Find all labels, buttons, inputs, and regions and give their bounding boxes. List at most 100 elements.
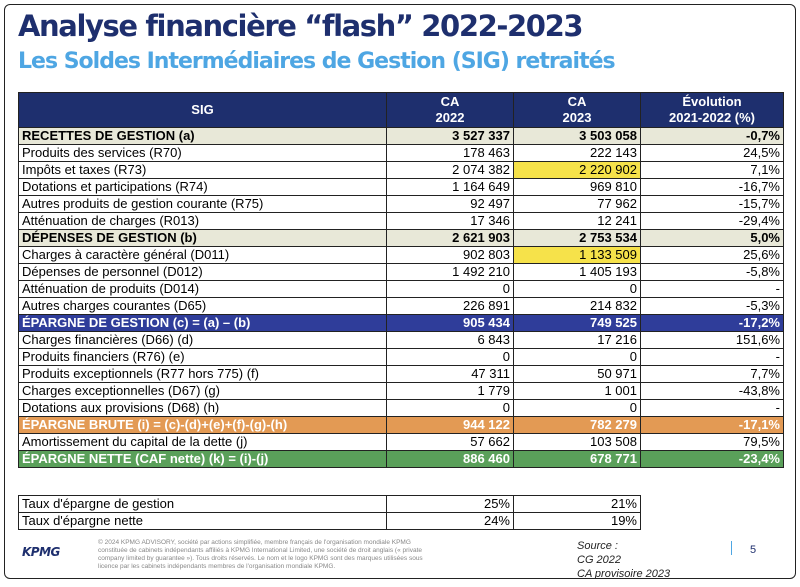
- row-label: Atténuation de produits (D014): [18, 280, 387, 298]
- value-evolution: -17,2%: [640, 314, 784, 332]
- value-evolution: -0,7%: [640, 127, 784, 145]
- slide: Analyse financière “flash” 2022-2023 Les…: [4, 4, 796, 579]
- value-evolution: -43,8%: [640, 382, 784, 400]
- row-label: ÉPARGNE DE GESTION (c) = (a) – (b): [18, 314, 387, 332]
- rate-value-2022: 25%: [386, 495, 514, 513]
- value-ca-2023: 1 001: [513, 382, 641, 400]
- value-ca-2022: 2 621 903: [386, 229, 514, 247]
- rate-value-2023: 19%: [513, 512, 641, 530]
- table-header-row: SIG CA 2022 CA 2023 Évolution 2021-2022 (%): [18, 92, 784, 128]
- value-ca-2022: 92 497: [386, 195, 514, 213]
- value-ca-2023: 1 133 509: [513, 246, 641, 264]
- value-evolution: -5,3%: [640, 297, 784, 315]
- value-ca-2023: 969 810: [513, 178, 641, 196]
- source-label: Source :: [577, 540, 618, 552]
- header-sig: SIG: [18, 92, 387, 128]
- table-row: Charges financières (D66) (d) 6 843 17 216…: [18, 331, 784, 349]
- table-row: DÉPENSES DE GESTION (b) 2 621 903 2 753 53…: [18, 229, 784, 247]
- rate-label: Taux d'épargne nette: [18, 512, 387, 530]
- table-row: Impôts et taxes (R73) 2 074 382 2 220 902 7…: [18, 161, 784, 179]
- row-label: Produits financiers (R76) (e): [18, 348, 387, 366]
- value-evolution: 151,6%: [640, 331, 784, 349]
- value-ca-2023: 782 279: [513, 416, 641, 434]
- row-label: Charges financières (D66) (d): [18, 331, 387, 349]
- table-row: Atténuation de produits (D014) 0 0-: [18, 280, 784, 298]
- value-evolution: 25,6%: [640, 246, 784, 264]
- rates-table: Taux d'épargne de gestion 25% 21% Taux d…: [18, 495, 784, 530]
- value-ca-2022: 57 662: [386, 433, 514, 451]
- row-label: Atténuation de charges (R013): [18, 212, 387, 230]
- row-label: Charges exceptionnelles (D67) (g): [18, 382, 387, 400]
- value-ca-2023: 1 405 193: [513, 263, 641, 281]
- table-row: Dotations et participations (R74) 1 164 6…: [18, 178, 784, 196]
- value-evolution: 7,1%: [640, 161, 784, 179]
- table-row: Produits exceptionnels (R77 hors 775) (f…: [18, 365, 784, 383]
- value-ca-2023: 749 525: [513, 314, 641, 332]
- value-evolution: -5,8%: [640, 263, 784, 281]
- value-ca-2022: 1 164 649: [386, 178, 514, 196]
- value-ca-2023: 103 508: [513, 433, 641, 451]
- source-note: Source : CG 2022 CA provisoire 2023: [577, 539, 671, 579]
- value-evolution: -17,1%: [640, 416, 784, 434]
- rate-value-2023: 21%: [513, 495, 641, 513]
- value-ca-2022: 0: [386, 348, 514, 366]
- table-row: Dotations aux provisions (D68) (h) 0 0-: [18, 399, 784, 417]
- value-ca-2022: 17 346: [386, 212, 514, 230]
- row-label: ÉPARGNE NETTE (CAF nette) (k) = (i)-(j): [18, 450, 387, 468]
- header-evolution: Évolution 2021-2022 (%): [640, 92, 784, 128]
- table-row: Dépenses de personnel (D012) 1 492 210 1 4…: [18, 263, 784, 281]
- kpmg-logo: KPMG: [22, 545, 60, 559]
- value-ca-2022: 886 460: [386, 450, 514, 468]
- value-evolution: -29,4%: [640, 212, 784, 230]
- row-label: Dotations aux provisions (D68) (h): [18, 399, 387, 417]
- source-line: CA provisoire 2023: [577, 568, 671, 579]
- value-ca-2023: 2 753 534: [513, 229, 641, 247]
- value-evolution: -: [640, 280, 784, 298]
- table-row: Amortissement du capital de la dette (j)…: [18, 433, 784, 451]
- table-row: Charges à caractère général (D011) 902 80…: [18, 246, 784, 264]
- page-title: Analyse financière “flash” 2022-2023: [18, 9, 584, 43]
- value-evolution: 5,0%: [640, 229, 784, 247]
- value-ca-2023: 77 962: [513, 195, 641, 213]
- value-ca-2023: 222 143: [513, 144, 641, 162]
- row-label: Dotations et participations (R74): [18, 178, 387, 196]
- table-row: Autres charges courantes (D65) 226 891 214…: [18, 297, 784, 315]
- value-ca-2023: 50 971: [513, 365, 641, 383]
- value-evolution: -: [640, 399, 784, 417]
- row-label: RECETTES DE GESTION (a): [18, 127, 387, 145]
- value-evolution: 79,5%: [640, 433, 784, 451]
- value-ca-2022: 47 311: [386, 365, 514, 383]
- table-row: Produits financiers (R76) (e) 0 0-: [18, 348, 784, 366]
- value-ca-2023: 0: [513, 280, 641, 298]
- table-row: ÉPARGNE DE GESTION (c) = (a) – (b) 905 43…: [18, 314, 784, 332]
- row-label: Amortissement du capital de la dette (j): [18, 433, 387, 451]
- table-row: RECETTES DE GESTION (a) 3 527 337 3 503 05…: [18, 127, 784, 145]
- value-ca-2022: 905 434: [386, 314, 514, 332]
- value-ca-2022: 1 492 210: [386, 263, 514, 281]
- value-ca-2023: 12 241: [513, 212, 641, 230]
- value-ca-2023: 0: [513, 399, 641, 417]
- header-ca-2023: CA 2023: [513, 92, 641, 128]
- value-ca-2023: 17 216: [513, 331, 641, 349]
- value-ca-2022: 902 803: [386, 246, 514, 264]
- row-label: Produits exceptionnels (R77 hors 775) (f…: [18, 365, 387, 383]
- table-row: Taux d'épargne de gestion 25% 21%: [18, 495, 784, 513]
- rate-empty-cell: [641, 513, 784, 530]
- header-ca-2022: CA 2022: [386, 92, 514, 128]
- value-ca-2022: 3 527 337: [386, 127, 514, 145]
- value-evolution: 7,7%: [640, 365, 784, 383]
- table-row: Charges exceptionnelles (D67) (g) 1 779 1 …: [18, 382, 784, 400]
- table-row: Atténuation de charges (R013) 17 346 12 24…: [18, 212, 784, 230]
- value-ca-2022: 0: [386, 399, 514, 417]
- page-number: 5: [750, 544, 757, 556]
- value-ca-2022: 944 122: [386, 416, 514, 434]
- value-ca-2023: 0: [513, 348, 641, 366]
- value-ca-2023: 2 220 902: [513, 161, 641, 179]
- row-label: ÉPARGNE BRUTE (i) = (c)-(d)+(e)+(f)-(g)-…: [18, 416, 387, 434]
- row-label: Produits des services (R70): [18, 144, 387, 162]
- source-line: CG 2022: [577, 554, 622, 566]
- value-ca-2022: 6 843: [386, 331, 514, 349]
- row-label: Autres produits de gestion courante (R75…: [18, 195, 387, 213]
- table-row: Taux d'épargne nette 24% 19%: [18, 512, 784, 530]
- table-row: Produits des services (R70) 178 463 222 14…: [18, 144, 784, 162]
